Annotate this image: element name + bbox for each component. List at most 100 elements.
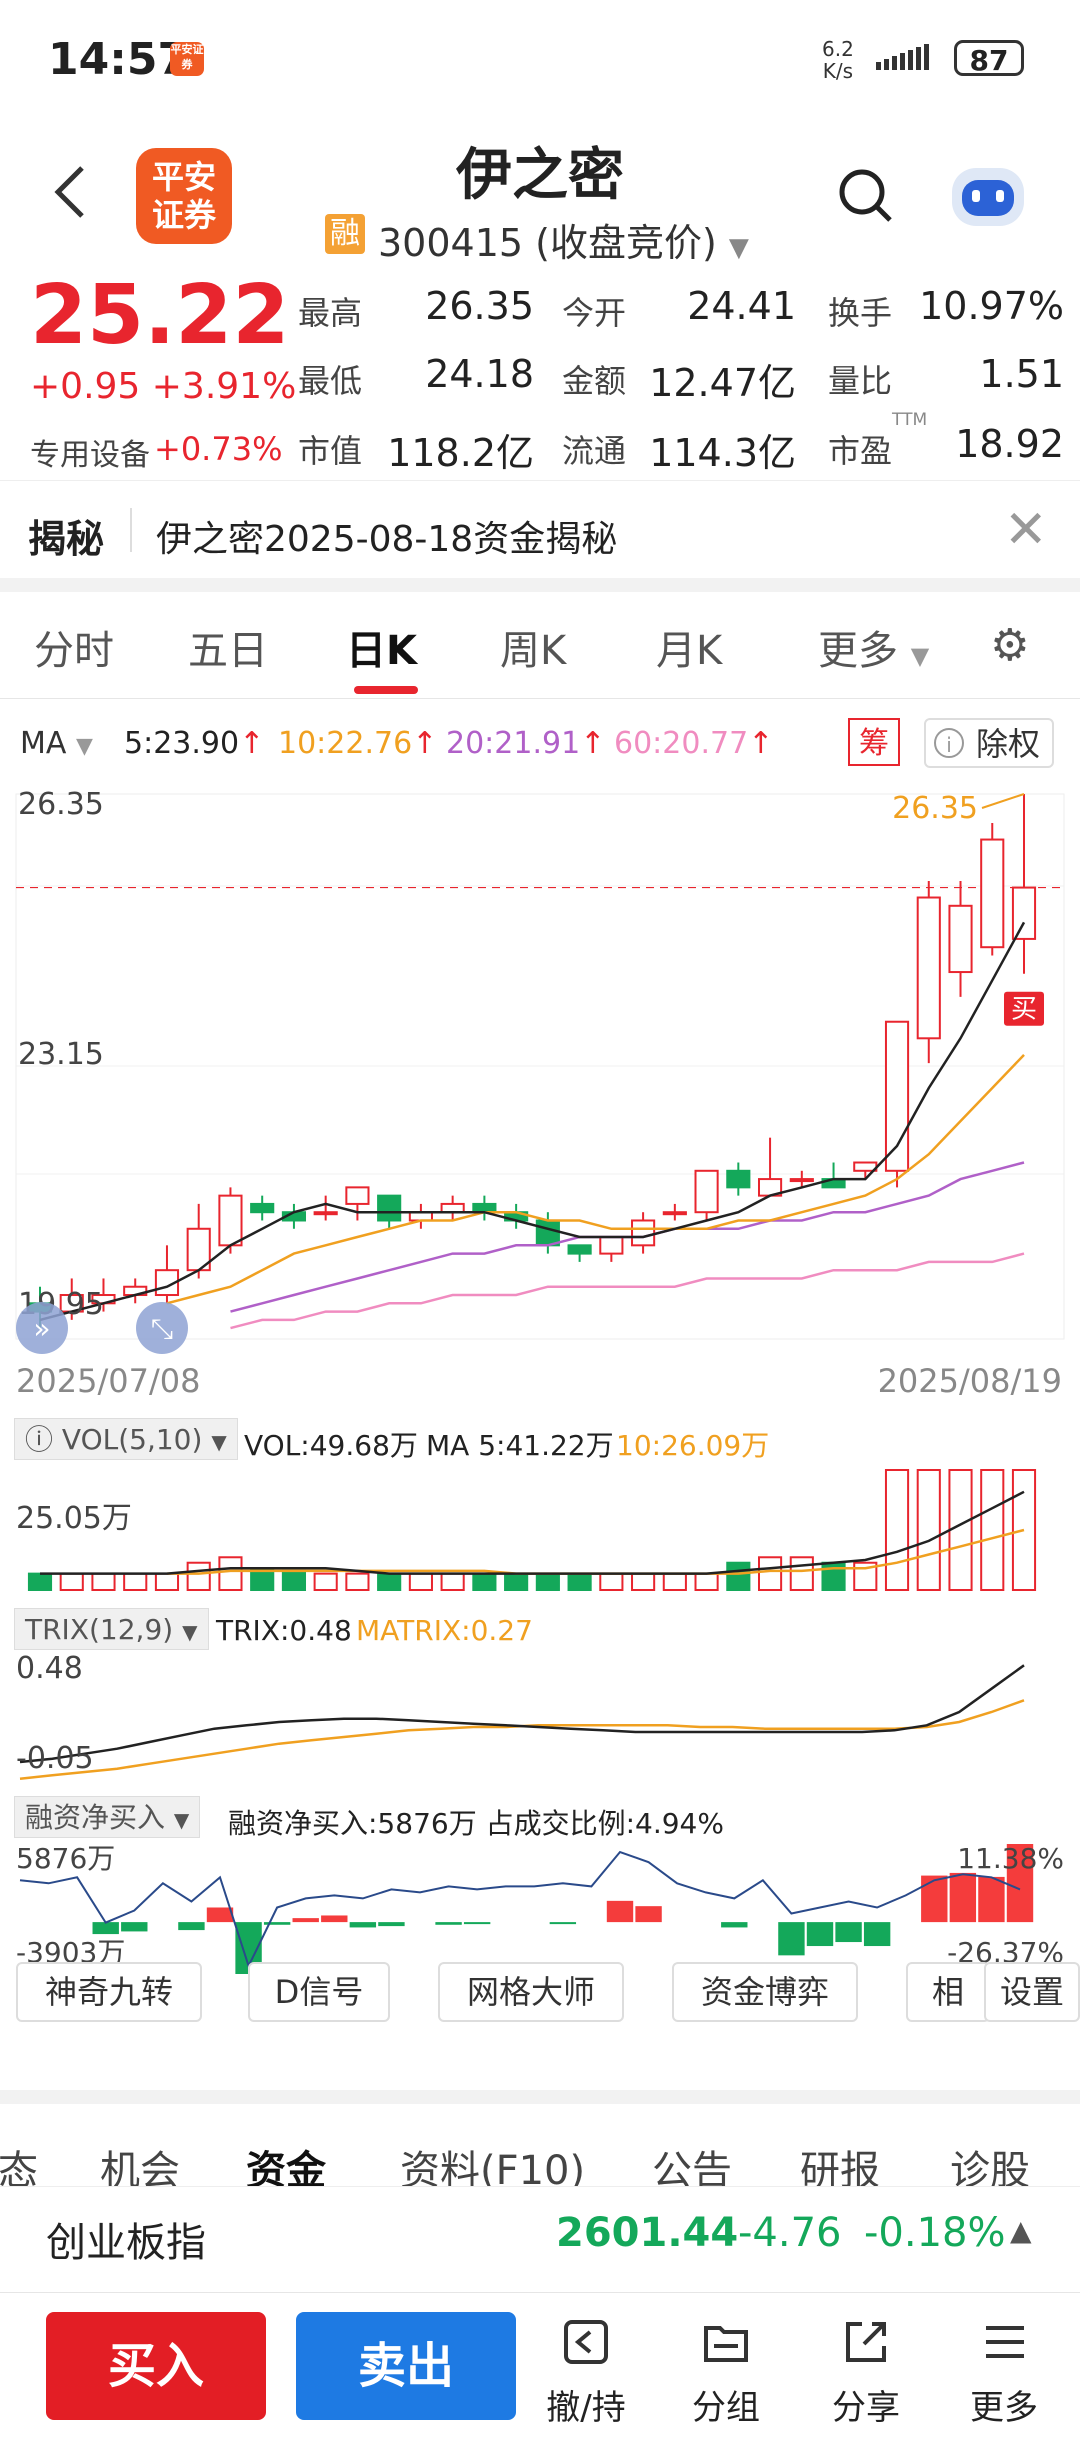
vol-indicator-selector[interactable]: ⓘ VOL(5,10) ▼ bbox=[14, 1418, 238, 1460]
section-gap bbox=[0, 2090, 1080, 2104]
margin-indicator-selector[interactable]: 融资净买入 ▼ bbox=[14, 1796, 201, 1838]
expand-icon[interactable]: » bbox=[16, 1302, 68, 1354]
gear-icon[interactable]: ⚙ bbox=[990, 620, 1030, 671]
trix-indicator-selector[interactable]: TRIX(12,9) ▼ bbox=[14, 1608, 209, 1650]
volume-bar bbox=[884, 1469, 910, 1591]
chevron-down-icon: ▼ bbox=[211, 1430, 227, 1454]
volume-bar bbox=[980, 1469, 1005, 1591]
volume-bar bbox=[218, 1556, 243, 1591]
index-change: -4.76 bbox=[738, 2210, 842, 2256]
chevron-up-icon[interactable]: ▲ bbox=[1010, 2214, 1032, 2247]
magic-nine-button[interactable]: 神奇九转 bbox=[16, 1962, 202, 2022]
y-tick-mid: 23.15 bbox=[18, 1037, 104, 1072]
candle bbox=[694, 1169, 719, 1214]
close-icon[interactable]: ✕ bbox=[1004, 500, 1048, 560]
buy-signal-marker[interactable]: 买 bbox=[1004, 991, 1044, 1026]
candle bbox=[631, 1219, 656, 1247]
ma60-legend: 60:20.77↑ bbox=[614, 726, 774, 761]
sector-name[interactable]: 专用设备 bbox=[30, 438, 150, 473]
index-name: 创业板指 bbox=[46, 2220, 206, 2266]
reveal-text[interactable]: 伊之密2025-08-18资金揭秘 bbox=[156, 519, 618, 560]
margin-bar bbox=[378, 1922, 405, 1927]
ma-selector[interactable]: MA ▼ bbox=[20, 726, 93, 761]
grid-master-button[interactable]: 网格大师 bbox=[438, 1962, 624, 2022]
share-icon bbox=[806, 2316, 926, 2374]
quote-value-turnover: 10.97% bbox=[919, 284, 1064, 328]
ai-assistant-icon[interactable] bbox=[948, 156, 1028, 236]
candle bbox=[377, 1194, 402, 1222]
sell-button[interactable]: 卖出 bbox=[296, 2312, 516, 2420]
kline-chart[interactable]: 26.35 23.15 19.95 2025/07/08 2025/08/19 … bbox=[0, 784, 1080, 1424]
buy-button[interactable]: 买入 bbox=[46, 2312, 266, 2420]
volume-chart[interactable]: 25.05万 bbox=[0, 1462, 1080, 1602]
ratio-line bbox=[19, 1850, 1021, 1969]
index-ticker-bar[interactable] bbox=[0, 2186, 1080, 2291]
chevron-down-icon: ▼ bbox=[75, 734, 93, 759]
margin-bar bbox=[835, 1922, 862, 1943]
network-speed: 6.2 K/s bbox=[822, 37, 854, 83]
drag-handle-icon[interactable]: ⤡ bbox=[136, 1302, 188, 1354]
candle bbox=[662, 1211, 687, 1216]
trix-line bbox=[19, 1664, 1025, 1764]
margin-net-buy-chart[interactable]: 5876万 -3903万 11.38% -26.37% bbox=[0, 1838, 1080, 1982]
volume-bar bbox=[154, 1572, 180, 1591]
tab-intraday[interactable]: 分时 bbox=[34, 628, 114, 674]
tab-monthly-k[interactable]: 月K bbox=[656, 628, 723, 674]
chip-distribution-button[interactable]: 筹 bbox=[848, 718, 900, 766]
candle bbox=[535, 1219, 560, 1247]
more-button[interactable]: 更多 bbox=[944, 2316, 1064, 2429]
search-icon[interactable] bbox=[836, 166, 896, 226]
quote-value-pe: 18.92 bbox=[955, 422, 1064, 466]
tab-five-day[interactable]: 五日 bbox=[188, 628, 268, 674]
matrix-value: MATRIX:0.27 bbox=[356, 1614, 533, 1647]
battery-indicator: 87 bbox=[954, 40, 1024, 77]
stock-code-selector[interactable]: 300415 (收盘竞价) ▼ bbox=[378, 221, 749, 265]
trix-value: TRIX:0.48 bbox=[216, 1614, 352, 1647]
margin-bar bbox=[178, 1922, 205, 1931]
share-button[interactable]: 分享 bbox=[806, 2316, 926, 2429]
chevron-down-icon: ▼ bbox=[173, 1808, 190, 1832]
margin-bar bbox=[435, 1922, 462, 1925]
sector-change: +0.73% bbox=[154, 430, 283, 468]
vol-ma10-value: 10:26.09万 bbox=[616, 1429, 770, 1462]
quote-value-float-cap: 114.3亿 bbox=[649, 431, 796, 475]
similar-button[interactable]: 相似 bbox=[906, 1962, 990, 2022]
candle bbox=[884, 1020, 910, 1172]
margin-net-buy-value: 融资净买入:5876万 占成交比例:4.94% bbox=[228, 1807, 724, 1840]
quote-label-float-cap: 流通 bbox=[562, 432, 627, 470]
info-icon: i bbox=[934, 728, 964, 758]
quote-label-low: 最低 bbox=[298, 362, 363, 400]
tab-daily-k[interactable]: 日K bbox=[346, 628, 417, 674]
pe-ttm-superscript: TTM bbox=[892, 410, 928, 430]
quote-label-pe: 市盈 bbox=[828, 432, 893, 470]
back-button[interactable] bbox=[50, 162, 90, 232]
settings-button[interactable]: 设置 bbox=[984, 1962, 1080, 2022]
group-button[interactable]: 分组 bbox=[666, 2316, 786, 2429]
y-tick-high: 26.35 bbox=[18, 787, 104, 822]
d-signal-button[interactable]: D信号 bbox=[248, 1962, 390, 2022]
volume-bar bbox=[535, 1572, 560, 1591]
margin-bar bbox=[606, 1900, 634, 1923]
quote-label-amount: 金额 bbox=[562, 362, 627, 400]
quote-value-low: 24.18 bbox=[425, 352, 534, 396]
fund-reveal-bar[interactable] bbox=[0, 480, 1080, 577]
margin-bar bbox=[778, 1922, 805, 1956]
reveal-label: 揭秘 bbox=[28, 517, 105, 561]
trix-chart[interactable]: 0.48 -0.05 bbox=[0, 1652, 1080, 1792]
candle bbox=[916, 896, 941, 1040]
volume-bar bbox=[504, 1572, 529, 1591]
reveal-divider bbox=[130, 508, 132, 552]
margin-bar bbox=[863, 1922, 891, 1947]
candle bbox=[599, 1236, 624, 1255]
undo-hold-button[interactable]: 撤/持 bbox=[526, 2316, 646, 2429]
capital-game-button[interactable]: 资金博弈 bbox=[672, 1962, 858, 2022]
quote-label-high: 最高 bbox=[298, 294, 363, 332]
vol-ma5-line bbox=[40, 1490, 1025, 1575]
chevron-down-icon: ▼ bbox=[910, 642, 930, 670]
margin-bar bbox=[806, 1922, 834, 1947]
volume-bar bbox=[948, 1469, 973, 1591]
ex-rights-button[interactable]: 除权 bbox=[924, 718, 1054, 768]
tab-weekly-k[interactable]: 周K bbox=[500, 628, 567, 674]
margin-badge: 融 bbox=[325, 214, 365, 254]
tab-more[interactable]: 更多 ▼ bbox=[818, 628, 930, 674]
